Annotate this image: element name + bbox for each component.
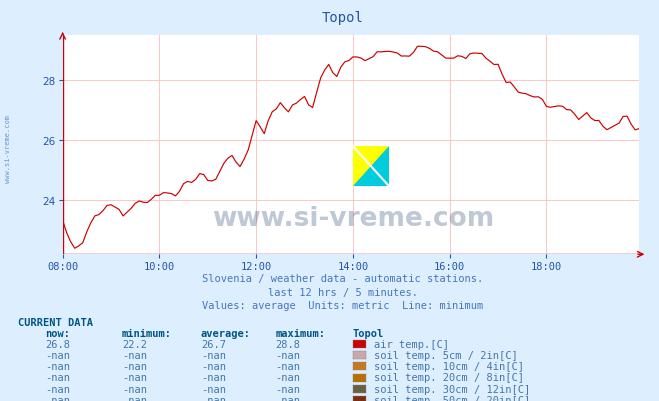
Text: -nan: -nan [122,350,147,360]
Text: -nan: -nan [275,350,301,360]
Text: minimum:: minimum: [122,329,172,338]
Text: -nan: -nan [275,395,301,401]
Text: -nan: -nan [122,373,147,382]
Text: soil temp. 20cm / 8in[C]: soil temp. 20cm / 8in[C] [374,373,524,382]
Text: -nan: -nan [201,350,226,360]
Text: soil temp. 10cm / 4in[C]: soil temp. 10cm / 4in[C] [374,361,524,371]
Text: -nan: -nan [201,395,226,401]
Text: maximum:: maximum: [275,329,326,338]
Text: -nan: -nan [122,361,147,371]
Text: average:: average: [201,329,251,338]
Text: Topol: Topol [322,11,364,25]
Text: Topol: Topol [353,329,384,338]
Text: soil temp. 50cm / 20in[C]: soil temp. 50cm / 20in[C] [374,395,530,401]
Text: 22.2: 22.2 [122,339,147,348]
Text: soil temp. 30cm / 12in[C]: soil temp. 30cm / 12in[C] [374,384,530,393]
Polygon shape [353,146,389,186]
Text: www.si-vreme.com: www.si-vreme.com [212,206,494,232]
Text: -nan: -nan [45,384,70,393]
Polygon shape [353,146,389,186]
Text: -nan: -nan [275,384,301,393]
Text: Slovenia / weather data - automatic stations.: Slovenia / weather data - automatic stat… [202,274,483,284]
Text: 26.8: 26.8 [45,339,70,348]
Text: air temp.[C]: air temp.[C] [374,339,449,348]
Text: -nan: -nan [201,373,226,382]
Text: -nan: -nan [275,373,301,382]
Text: -nan: -nan [275,361,301,371]
Text: www.si-vreme.com: www.si-vreme.com [5,114,11,182]
Text: -nan: -nan [201,361,226,371]
Text: -nan: -nan [45,395,70,401]
Text: Values: average  Units: metric  Line: minimum: Values: average Units: metric Line: mini… [202,300,483,310]
Text: -nan: -nan [45,361,70,371]
Text: 26.7: 26.7 [201,339,226,348]
Text: -nan: -nan [45,373,70,382]
Text: -nan: -nan [45,350,70,360]
Text: soil temp. 5cm / 2in[C]: soil temp. 5cm / 2in[C] [374,350,517,360]
Text: -nan: -nan [122,384,147,393]
Text: last 12 hrs / 5 minutes.: last 12 hrs / 5 minutes. [268,287,418,297]
Text: 28.8: 28.8 [275,339,301,348]
Text: now:: now: [45,329,70,338]
Text: -nan: -nan [122,395,147,401]
Text: -nan: -nan [201,384,226,393]
Text: CURRENT DATA: CURRENT DATA [18,317,94,327]
